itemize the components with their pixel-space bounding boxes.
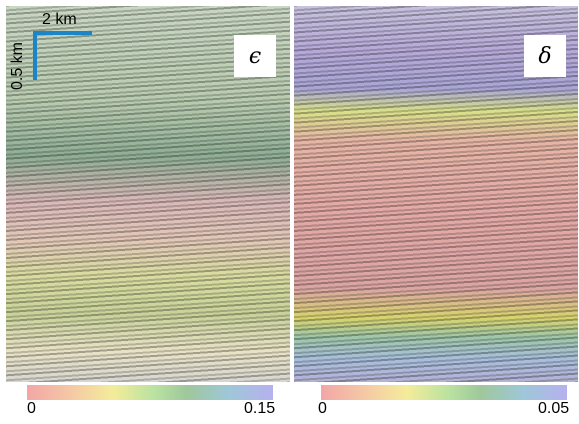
scale-label: 2 km	[42, 11, 77, 28]
colorbar-tick: 0.05	[538, 400, 570, 417]
colorbar-tick: 0	[318, 400, 327, 417]
panel-label: δ	[524, 35, 566, 77]
panel-label: ϵ	[234, 35, 276, 77]
colorbar	[27, 385, 273, 400]
colorbar	[321, 385, 567, 400]
scale-bar: 2 km 0.5 km	[9, 11, 92, 90]
scale-label: 0.5 km	[9, 42, 26, 90]
colorbar-tick: 0	[27, 400, 36, 417]
colorbar-tick: 0.15	[244, 400, 276, 417]
